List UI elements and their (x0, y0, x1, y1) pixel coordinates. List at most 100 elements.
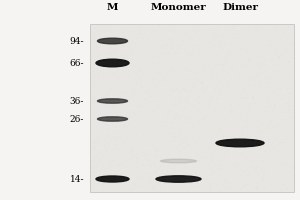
Point (218, 80, 223, 83)
Point (94, 70, 99, 73)
Point (274, 136, 279, 139)
Point (175, 38, 179, 42)
Point (277, 56, 282, 59)
Point (214, 26, 219, 29)
Point (232, 87, 237, 90)
Point (256, 45, 261, 49)
Point (91, 99, 95, 102)
Point (165, 23, 170, 26)
Point (133, 113, 138, 116)
Point (175, 65, 179, 68)
Point (121, 50, 126, 53)
Point (127, 70, 132, 73)
Point (197, 108, 202, 111)
Point (255, 170, 260, 173)
Point (128, 41, 133, 45)
Point (127, 115, 132, 118)
Point (160, 59, 165, 62)
Point (138, 70, 143, 73)
Point (126, 81, 130, 84)
Point (239, 130, 244, 133)
Point (175, 52, 180, 55)
Point (134, 184, 138, 187)
Point (288, 76, 292, 80)
Point (189, 62, 194, 65)
Point (244, 105, 248, 108)
Point (182, 114, 187, 117)
Point (121, 138, 125, 141)
Point (114, 89, 119, 92)
Point (187, 90, 192, 94)
Point (271, 190, 276, 193)
Point (243, 46, 248, 49)
Point (278, 53, 283, 56)
Point (240, 136, 244, 140)
Point (241, 141, 246, 144)
Point (149, 179, 154, 182)
Point (204, 119, 209, 122)
Point (112, 117, 117, 120)
Point (197, 101, 202, 104)
Point (105, 124, 110, 127)
Point (153, 150, 158, 153)
Point (262, 60, 267, 63)
Point (185, 144, 190, 147)
Point (196, 87, 201, 90)
Point (106, 173, 111, 176)
Point (266, 43, 271, 46)
Point (119, 111, 124, 114)
Point (279, 141, 283, 144)
Point (102, 111, 107, 115)
Point (94, 43, 99, 46)
Point (193, 47, 197, 51)
Point (203, 156, 208, 159)
Point (97, 150, 102, 154)
Point (112, 105, 117, 109)
Point (275, 26, 280, 29)
Point (107, 119, 112, 122)
Point (98, 53, 102, 57)
Point (267, 116, 272, 119)
Point (189, 94, 194, 98)
Point (99, 29, 104, 32)
Point (160, 66, 165, 69)
Point (94, 46, 98, 49)
Point (212, 85, 217, 88)
Point (227, 145, 232, 149)
Point (241, 87, 246, 90)
Point (274, 84, 279, 87)
Point (120, 31, 125, 34)
Point (266, 158, 270, 161)
Point (96, 158, 101, 162)
Point (146, 162, 151, 165)
Point (108, 86, 113, 89)
Point (242, 153, 246, 156)
Point (153, 28, 158, 31)
Point (128, 27, 133, 30)
Point (162, 51, 167, 54)
Point (221, 186, 226, 189)
Point (166, 37, 171, 40)
Point (128, 144, 133, 147)
Point (206, 92, 211, 95)
Point (209, 173, 214, 176)
Point (253, 109, 258, 113)
Point (229, 43, 234, 46)
Point (226, 61, 231, 64)
Point (234, 33, 239, 36)
Point (112, 97, 117, 101)
Point (286, 91, 291, 94)
Point (188, 152, 193, 155)
Point (134, 71, 139, 74)
Point (240, 105, 245, 108)
Point (213, 52, 218, 56)
Point (188, 117, 193, 121)
Point (272, 103, 277, 106)
Point (169, 130, 174, 133)
Point (171, 52, 176, 55)
Point (113, 52, 118, 56)
Point (103, 122, 107, 125)
Point (214, 182, 219, 185)
Point (254, 186, 259, 190)
Point (104, 23, 109, 26)
